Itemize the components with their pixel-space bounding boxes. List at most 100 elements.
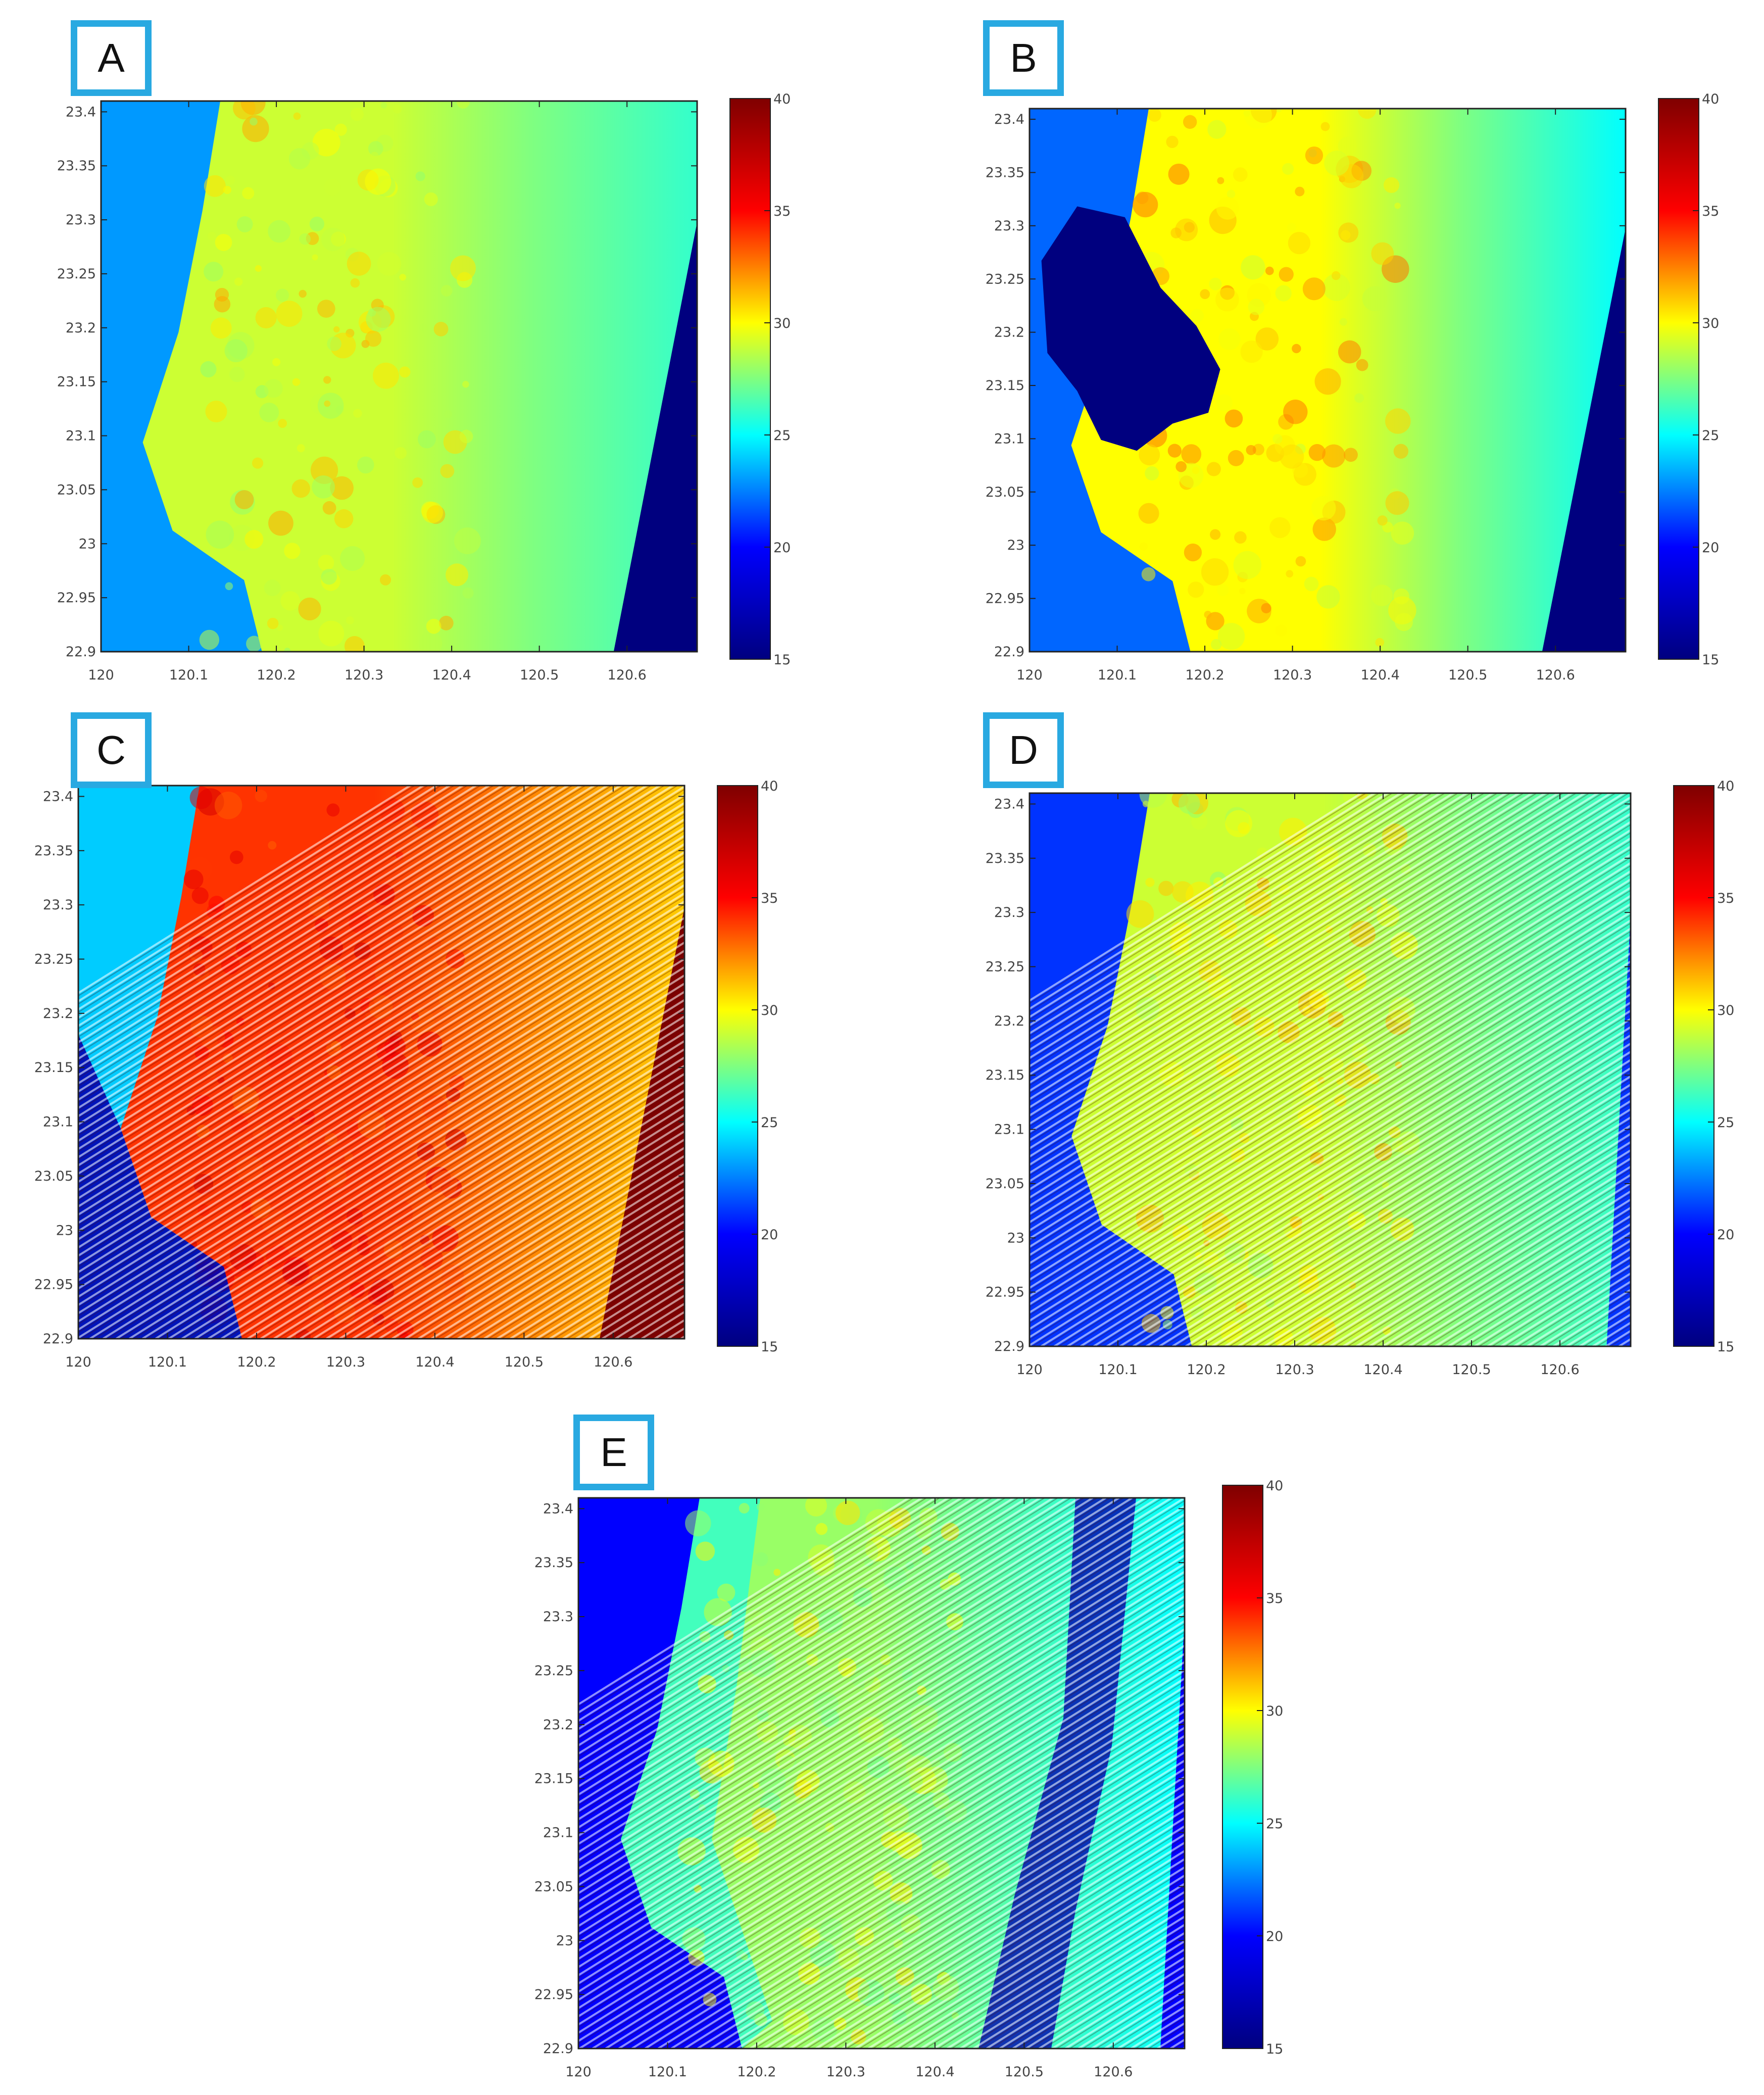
panel-label-d-text: D: [1009, 727, 1038, 772]
texture-blob: [1225, 810, 1252, 838]
texture-blob: [1261, 603, 1271, 614]
scan-stripe-dark: [1267, 1498, 1369, 2049]
scan-stripe: [578, 1498, 936, 1722]
scan-stripe: [78, 786, 477, 1036]
scan-stripe-dark: [578, 1498, 1019, 1774]
y-tick-label: 23.2: [43, 1006, 73, 1021]
texture-blob: [1139, 793, 1167, 808]
texture-blob: [438, 615, 454, 630]
scan-stripe: [762, 1784, 1185, 2049]
scan-stripe: [578, 1498, 1067, 1805]
scan-stripe-dark: [843, 786, 882, 1339]
scan-stripe-dark: [186, 1027, 684, 1339]
texture-blob: [462, 587, 474, 599]
scan-stripe-dark: [120, 986, 684, 1339]
scan-stripe: [233, 1056, 684, 1339]
texture-blob: [1239, 588, 1246, 595]
scan-stripe-dark: [794, 1804, 1185, 2049]
texture-blob: [299, 289, 307, 298]
scan-stripe: [867, 1849, 1185, 2049]
scan-stripe-dark: [1203, 1079, 1631, 1346]
texture-blob: [1244, 109, 1272, 129]
x-tick-label: 120.3: [1273, 667, 1312, 683]
panel-label-a-text: A: [97, 35, 125, 80]
scan-stripe: [1030, 793, 1599, 1150]
scan-stripe: [78, 851, 684, 1233]
texture-blob: [1141, 567, 1156, 581]
colorbar-tick-label: 35: [1702, 204, 1719, 219]
colorbar-tick-label: 35: [761, 891, 778, 906]
texture-blob: [312, 128, 340, 157]
scan-stripe-dark: [578, 1498, 1098, 1823]
texture-blob: [1276, 1276, 1286, 1286]
scan-stripe: [78, 859, 684, 1241]
scan-stripe: [207, 1040, 684, 1339]
scan-stripe-dark: [1729, 793, 1764, 1346]
scan-stripe: [1030, 878, 1631, 1256]
texture-blob: [1299, 1264, 1318, 1284]
texture-blob: [232, 101, 256, 120]
texture-blob: [1139, 444, 1160, 466]
texture-blob: [1305, 146, 1324, 165]
texture-blob: [1269, 517, 1291, 539]
texture-blob: [933, 1792, 950, 1810]
scan-stripe-dark: [1374, 1185, 1631, 1346]
y-tick-label: 23.25: [34, 952, 73, 967]
scan-stripe: [1030, 793, 1402, 1027]
y-tick-label: 23.15: [34, 1060, 73, 1076]
scan-stripe: [78, 786, 621, 1126]
texture-blob: [399, 274, 406, 281]
scan-stripe-dark: [578, 1541, 1185, 1922]
scan-stripe-dark: [1030, 793, 1629, 1168]
texture-blob: [836, 1500, 860, 1525]
colorbar-tick-label: 15: [761, 1339, 778, 1355]
scan-stripe-dark: [475, 1207, 684, 1339]
scan-stripe-dark: [1030, 807, 1631, 1185]
x-tick-label: 120.3: [345, 667, 383, 683]
texture-blob: [380, 102, 387, 109]
texture-blob: [1248, 299, 1265, 315]
texture-blob: [1184, 543, 1202, 562]
scan-stripe-dark: [1295, 1136, 1631, 1346]
y-tick-label: 23.3: [43, 897, 73, 913]
scan-stripe: [578, 1628, 1185, 2010]
scan-stripe-dark: [78, 786, 428, 1005]
scan-stripe: [141, 999, 684, 1339]
x-tick-label: 120: [1016, 1362, 1043, 1378]
x-tick-label: 120.1: [1098, 667, 1137, 683]
texture-blob: [1362, 286, 1387, 311]
scan-stripe: [605, 1685, 1185, 2049]
scan-stripe-dark: [672, 1330, 684, 1339]
scan-stripe-dark: [820, 1820, 1185, 2049]
scan-stripe: [654, 1319, 684, 1339]
scan-stripe: [839, 786, 882, 1339]
scan-stripe-dark: [370, 1142, 684, 1339]
y-tick-label: 23.3: [994, 218, 1024, 234]
texture-blob: [264, 379, 283, 398]
scan-stripe-dark: [991, 1927, 1185, 2049]
texture-blob: [365, 168, 391, 195]
scan-stripe: [1367, 1498, 1369, 2049]
scan-stripe-dark: [817, 786, 882, 1339]
scan-stripe-dark: [78, 854, 684, 1235]
texture-blob: [370, 152, 379, 160]
scan-stripe: [1030, 793, 1625, 1166]
x-tick-label: 120.4: [432, 667, 471, 683]
y-tick-label: 22.9: [66, 644, 96, 660]
scan-stripe: [1341, 1498, 1369, 2049]
scan-stripe-dark: [1032, 971, 1631, 1346]
texture-blob: [1255, 327, 1279, 351]
scan-stripe: [1408, 1206, 1631, 1346]
texture-blob: [234, 277, 243, 286]
scan-stripe-dark: [1321, 1152, 1631, 1346]
texture-blob: [1170, 227, 1182, 238]
scan-stripe-dark: [767, 1787, 1185, 2049]
texture-blob: [206, 903, 222, 919]
texture-blob: [1338, 136, 1357, 156]
texture-blob: [446, 563, 469, 587]
texture-blob: [1148, 109, 1161, 122]
texture-blob: [259, 403, 279, 422]
y-tick-label: 23.35: [986, 851, 1024, 866]
scan-stripe-dark: [1190, 1070, 1631, 1346]
scan-stripe-dark: [1755, 793, 1764, 1346]
